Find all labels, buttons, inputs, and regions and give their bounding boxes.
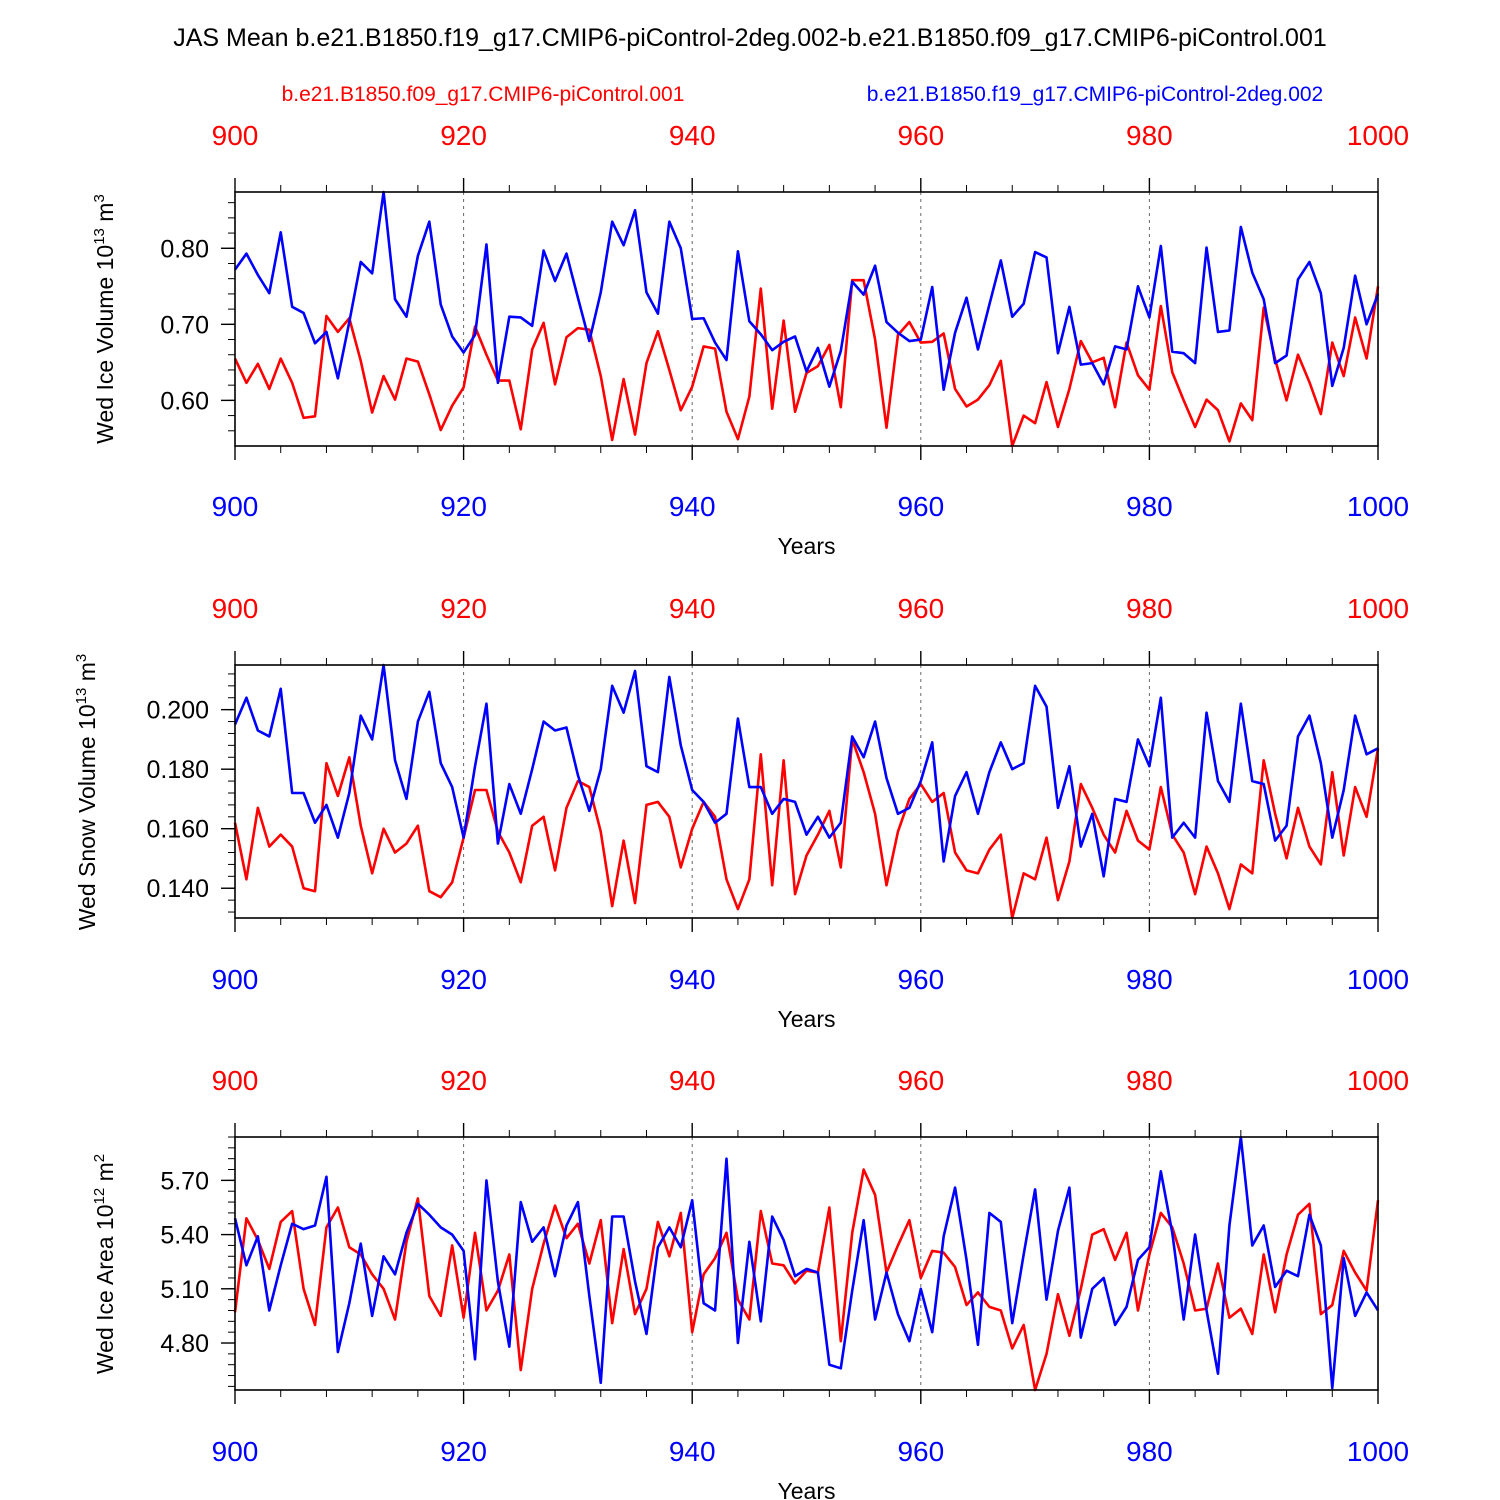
x-top-tick-label: 980 bbox=[1126, 120, 1173, 151]
x-bottom-tick-label: 900 bbox=[212, 1436, 259, 1467]
x-top-tick-label: 960 bbox=[897, 120, 944, 151]
x-bottom-tick-label: 900 bbox=[212, 964, 259, 995]
panel-1: 0.60 0.70 0.80 900 900 920 920 940 940 960 960 980 9… bbox=[91, 120, 1409, 559]
x-bottom-tick-label: 920 bbox=[440, 1436, 487, 1467]
x-bottom-tick-label: 1000 bbox=[1347, 1436, 1409, 1467]
y-tick-label: 0.180 bbox=[146, 756, 209, 784]
x-bottom-tick-label: 920 bbox=[440, 964, 487, 995]
y-tick-label: 4.80 bbox=[160, 1330, 209, 1358]
x-bottom-tick-label: 940 bbox=[669, 1436, 716, 1467]
x-top-tick-label: 980 bbox=[1126, 593, 1173, 624]
y-tick-label: 5.70 bbox=[160, 1167, 209, 1195]
series-line-blue bbox=[233, 663, 1379, 878]
y-tick-label: 5.40 bbox=[160, 1222, 209, 1250]
panel-2: 0.140 0.160 0.180 0.200 900 900 920 920 940 940 96… bbox=[73, 593, 1409, 1032]
x-bottom-tick-label: 940 bbox=[669, 964, 716, 995]
y-label-unit-tail-exp: 2 bbox=[91, 1154, 108, 1162]
x-top-tick-label: 940 bbox=[669, 120, 716, 151]
x-axis-label: Years bbox=[778, 1478, 836, 1500]
y-axis-label: Wed Ice Volume 1013 m3 bbox=[91, 194, 118, 444]
x-top-tick-label: 960 bbox=[897, 1065, 944, 1096]
series-line-blue bbox=[233, 1135, 1380, 1390]
plot-frame bbox=[234, 664, 1379, 919]
x-top-tick-label: 960 bbox=[897, 593, 944, 624]
y-label-text: Wed Ice Area bbox=[92, 1236, 118, 1374]
x-top-tick-label: 920 bbox=[440, 120, 487, 151]
y-axis-label: Wed Snow Volume 1013 m3 bbox=[73, 654, 100, 930]
y-label-unit-exp: 12 bbox=[91, 1188, 108, 1205]
y-tick-label: 0.200 bbox=[146, 697, 209, 725]
y-label-unit: 10 bbox=[92, 1204, 118, 1230]
x-bottom-tick-label: 960 bbox=[897, 964, 944, 995]
figure-title: JAS Mean b.e21.B1850.f19_g17.CMIP6-piCon… bbox=[173, 24, 1327, 52]
x-top-tick-label: 1000 bbox=[1347, 593, 1409, 624]
x-top-tick-label: 1000 bbox=[1347, 120, 1409, 151]
y-axis-label: Wed Ice Area 1012 m2 bbox=[91, 1154, 118, 1374]
legend-blue-label: b.e21.B1850.f19_g17.CMIP6-piControl-2deg… bbox=[867, 83, 1323, 106]
y-label-unit-tail: m bbox=[92, 203, 118, 222]
x-top-tick-label: 920 bbox=[440, 1065, 487, 1096]
x-bottom-tick-label: 980 bbox=[1126, 491, 1173, 522]
y-label-unit-exp: 13 bbox=[73, 688, 90, 705]
x-bottom-tick-label: 900 bbox=[212, 491, 259, 522]
y-label-unit-tail-exp: 3 bbox=[73, 654, 90, 662]
y-label-unit-tail: m bbox=[92, 1162, 118, 1181]
y-tick-label: 0.80 bbox=[160, 235, 209, 263]
y-label-unit-tail-exp: 3 bbox=[91, 194, 108, 202]
y-label-unit-exp: 13 bbox=[91, 228, 108, 245]
x-bottom-tick-label: 960 bbox=[897, 1436, 944, 1467]
x-bottom-tick-label: 1000 bbox=[1347, 964, 1409, 995]
x-top-tick-label: 980 bbox=[1126, 1065, 1173, 1096]
x-bottom-tick-label: 920 bbox=[440, 491, 487, 522]
series-line-red bbox=[233, 738, 1380, 920]
series-line-red bbox=[233, 278, 1380, 448]
series-line-blue bbox=[233, 190, 1380, 392]
x-axis-label: Years bbox=[778, 1006, 836, 1032]
y-tick-label: 0.160 bbox=[146, 816, 209, 844]
y-tick-label: 0.60 bbox=[160, 387, 209, 415]
y-label-unit: 10 bbox=[92, 245, 118, 271]
x-top-tick-label: 920 bbox=[440, 593, 487, 624]
x-top-tick-label: 900 bbox=[212, 120, 259, 151]
x-top-tick-label: 1000 bbox=[1347, 1065, 1409, 1096]
x-top-tick-label: 940 bbox=[669, 1065, 716, 1096]
series-line-red bbox=[233, 1168, 1380, 1392]
plot-frame bbox=[234, 191, 1379, 447]
x-top-tick-label: 900 bbox=[212, 593, 259, 624]
y-label-text: Wed Snow Volume bbox=[74, 736, 100, 930]
legend-red-label: b.e21.B1850.f09_g17.CMIP6-piControl.001 bbox=[282, 83, 685, 106]
x-bottom-tick-label: 980 bbox=[1126, 1436, 1173, 1467]
plot-frame bbox=[234, 1136, 1379, 1391]
x-top-tick-label: 900 bbox=[212, 1065, 259, 1096]
x-bottom-tick-label: 940 bbox=[669, 491, 716, 522]
x-bottom-tick-label: 980 bbox=[1126, 964, 1173, 995]
x-bottom-tick-label: 960 bbox=[897, 491, 944, 522]
x-top-tick-label: 940 bbox=[669, 593, 716, 624]
y-label-text: Wed Ice Volume bbox=[92, 277, 118, 444]
y-tick-label: 0.70 bbox=[160, 311, 209, 339]
x-bottom-tick-label: 1000 bbox=[1347, 491, 1409, 522]
x-axis-label: Years bbox=[778, 533, 836, 559]
y-tick-label: 0.140 bbox=[146, 875, 209, 903]
panel-3: 4.80 5.10 5.40 5.70 900 900 920 920 940 940 960 960… bbox=[91, 1065, 1409, 1500]
y-tick-label: 5.10 bbox=[160, 1276, 209, 1304]
y-label-unit: 10 bbox=[74, 704, 100, 730]
y-label-unit-tail: m bbox=[74, 662, 100, 681]
